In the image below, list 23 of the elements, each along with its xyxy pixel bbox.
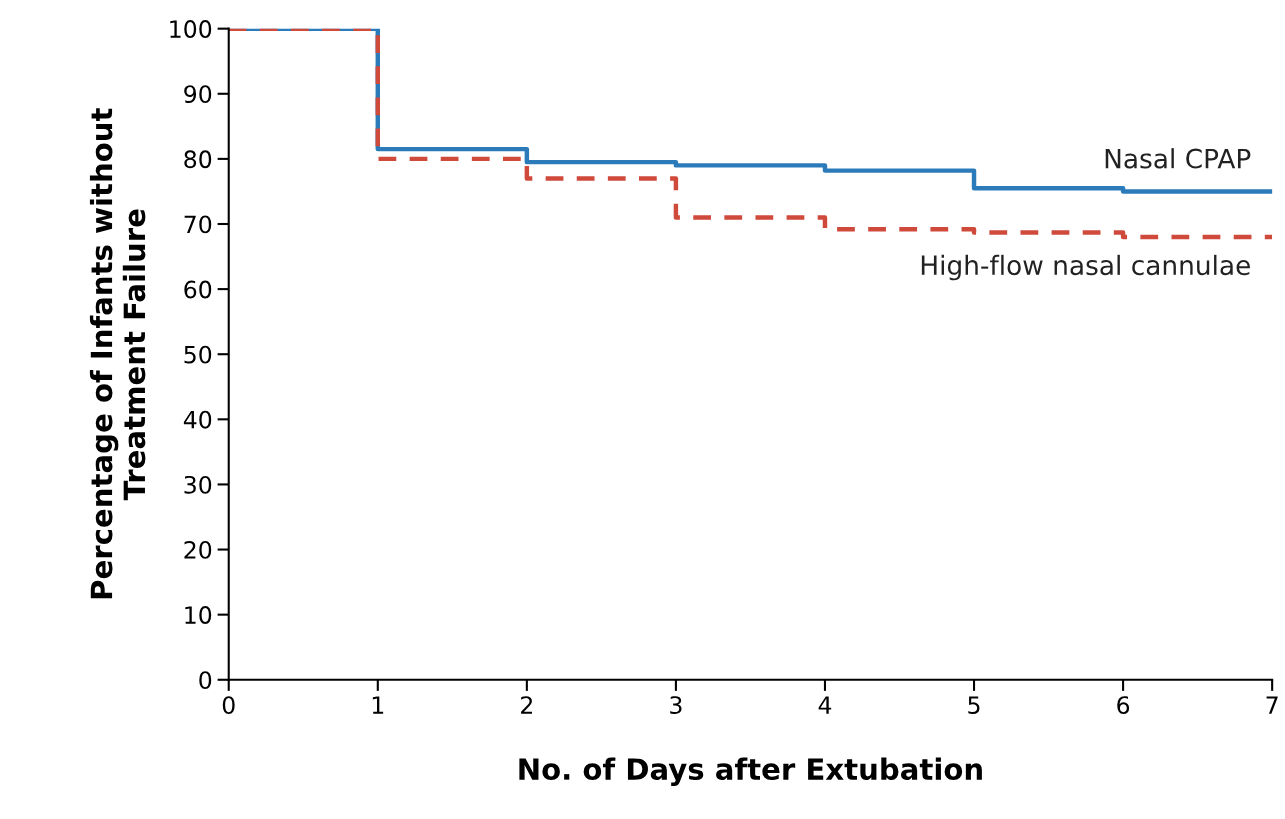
y-tick-label: 40 bbox=[183, 410, 212, 429]
x-tick-label: 0 bbox=[222, 696, 235, 715]
x-tick-label: 5 bbox=[968, 696, 980, 715]
y-tick-label: 10 bbox=[185, 606, 212, 624]
x-tick-label: 3 bbox=[670, 696, 682, 715]
y-tick-label: 50 bbox=[184, 345, 212, 364]
series-label: Nasal CPAP bbox=[1105, 148, 1251, 169]
y-tick-label: 100 bbox=[170, 20, 212, 38]
x-tick-label: 2 bbox=[521, 696, 532, 714]
y-tick-label: 70 bbox=[184, 215, 212, 234]
x-axis-title: No. of Days after Extubation bbox=[519, 757, 982, 786]
y-tick-label: 20 bbox=[184, 541, 212, 559]
y-tick-label: 90 bbox=[184, 85, 212, 104]
y-tick-label: 0 bbox=[199, 671, 212, 690]
y-tick-label: 30 bbox=[184, 475, 212, 494]
x-tick-label: 1 bbox=[372, 696, 384, 714]
y-axis-title: Percentage of Infants without Treatment Failure bbox=[89, 108, 146, 599]
series-label: High-flow nasal cannulae bbox=[921, 254, 1250, 281]
y-tick-label: 60 bbox=[184, 280, 212, 299]
x-tick-label: 6 bbox=[1117, 696, 1130, 715]
y-tick-label: 80 bbox=[184, 150, 212, 169]
x-tick-label: 4 bbox=[818, 696, 832, 714]
x-tick-label: 7 bbox=[1266, 696, 1278, 714]
